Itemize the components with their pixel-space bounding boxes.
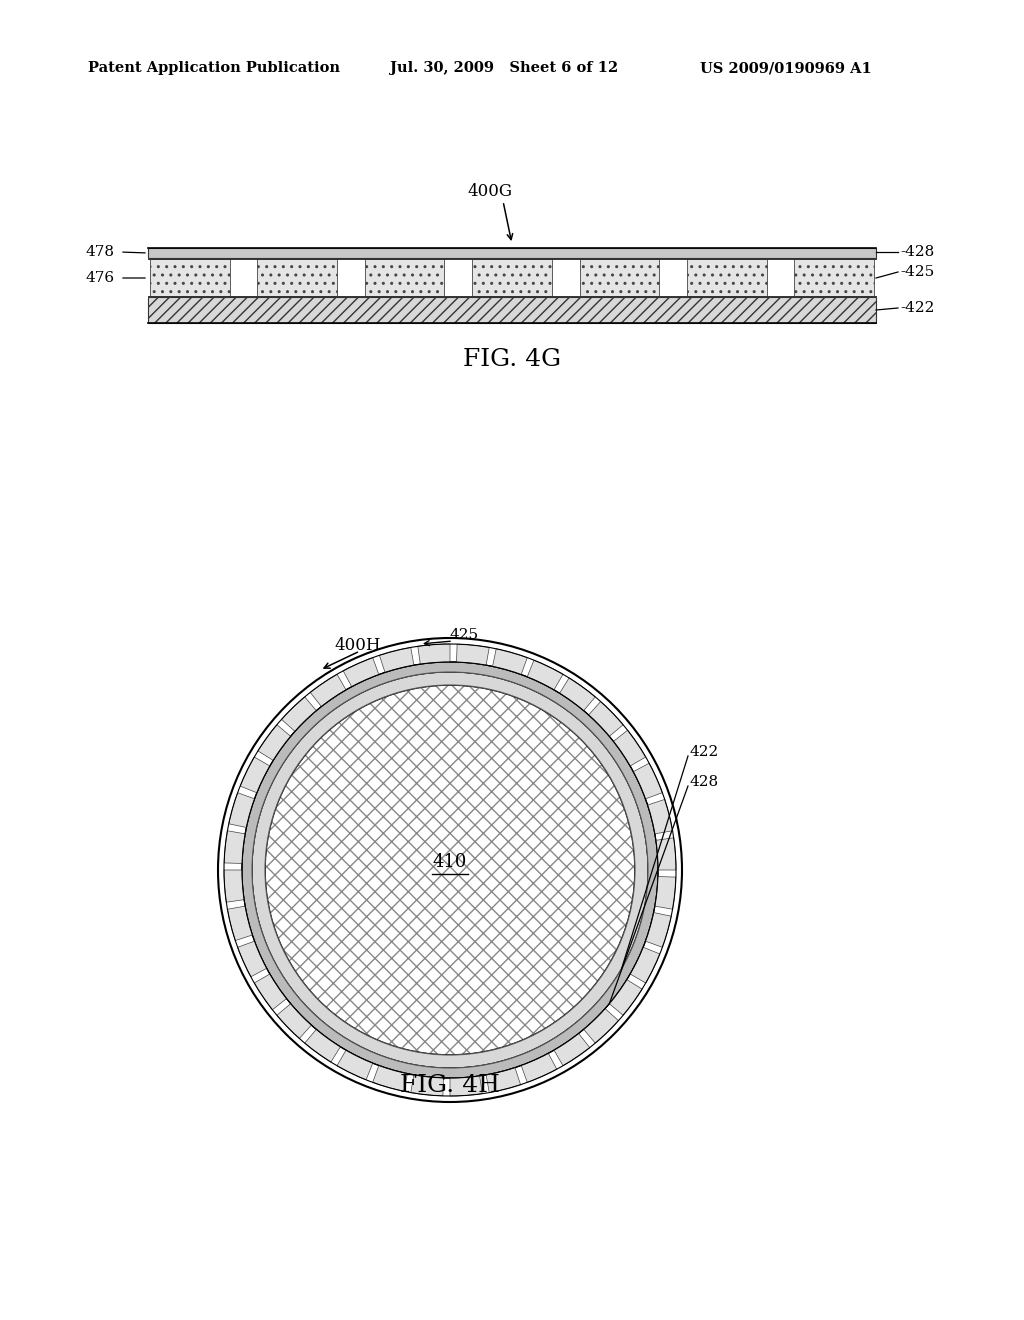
Wedge shape (645, 912, 671, 948)
Bar (580, 259, 659, 296)
Wedge shape (521, 1053, 557, 1082)
Wedge shape (654, 876, 676, 909)
Wedge shape (647, 800, 673, 834)
Text: 476: 476 (86, 271, 115, 285)
Wedge shape (282, 697, 316, 731)
Wedge shape (337, 1051, 373, 1080)
Bar (795, 259, 874, 296)
Wedge shape (656, 838, 676, 870)
Wedge shape (613, 730, 646, 766)
Wedge shape (373, 1065, 408, 1092)
Bar (472, 259, 552, 296)
Wedge shape (276, 1003, 311, 1039)
Bar (687, 259, 767, 296)
Wedge shape (633, 763, 663, 799)
Wedge shape (609, 979, 642, 1015)
Wedge shape (411, 1074, 443, 1096)
Text: 400H: 400H (335, 636, 381, 653)
Text: FIG. 4H: FIG. 4H (400, 1073, 500, 1097)
Text: Jul. 30, 2009   Sheet 6 of 12: Jul. 30, 2009 Sheet 6 of 12 (390, 61, 618, 75)
Wedge shape (527, 660, 563, 690)
Bar (148, 248, 876, 257)
Text: -425: -425 (900, 265, 934, 279)
Wedge shape (486, 1068, 520, 1093)
Wedge shape (554, 1034, 590, 1065)
Bar (365, 259, 444, 296)
Bar (148, 297, 876, 323)
Text: 478: 478 (86, 246, 115, 259)
Wedge shape (559, 678, 595, 710)
Wedge shape (228, 793, 255, 828)
Text: 422: 422 (690, 744, 719, 759)
Wedge shape (493, 648, 527, 675)
Text: 400G: 400G (468, 183, 512, 201)
Wedge shape (224, 830, 245, 863)
Text: FIG. 4G: FIG. 4G (463, 348, 561, 371)
Wedge shape (241, 756, 270, 793)
Text: -422: -422 (900, 301, 934, 315)
Wedge shape (589, 701, 624, 737)
Text: US 2009/0190969 A1: US 2009/0190969 A1 (700, 61, 871, 75)
Bar (257, 259, 337, 296)
Text: -428: -428 (900, 246, 934, 259)
Wedge shape (254, 974, 287, 1010)
Circle shape (265, 685, 635, 1055)
Text: 428: 428 (690, 775, 719, 789)
Text: 425: 425 (450, 628, 479, 642)
Wedge shape (224, 870, 244, 903)
Wedge shape (310, 675, 346, 706)
Text: Patent Application Publication: Patent Application Publication (88, 61, 340, 75)
Bar (150, 259, 229, 296)
Wedge shape (380, 647, 414, 672)
Wedge shape (258, 725, 291, 760)
Wedge shape (450, 1076, 482, 1096)
Wedge shape (457, 644, 489, 665)
Text: 410: 410 (433, 853, 467, 871)
Wedge shape (343, 657, 379, 686)
Wedge shape (630, 948, 659, 983)
Wedge shape (227, 906, 252, 941)
Wedge shape (305, 1030, 340, 1063)
Wedge shape (238, 941, 266, 977)
Bar (148, 259, 876, 296)
Wedge shape (418, 644, 450, 664)
Wedge shape (584, 1008, 618, 1043)
